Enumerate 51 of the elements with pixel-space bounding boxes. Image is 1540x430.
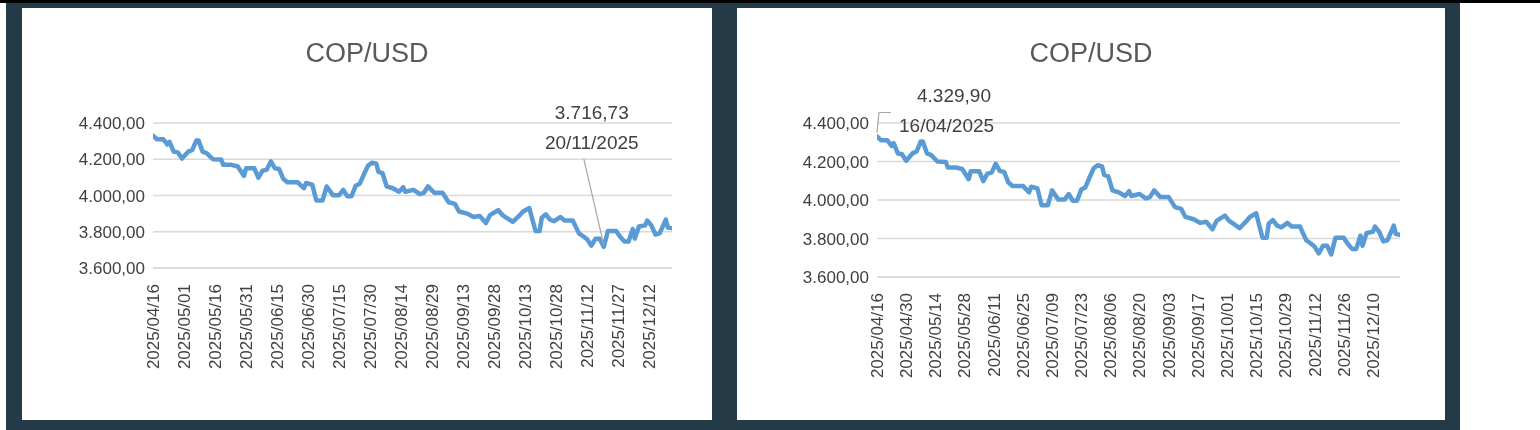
x-tick-label: 2025/08/20 [1130, 293, 1150, 379]
x-tick-label: 2025/11/12 [578, 284, 598, 368]
x-tick-label: 2025/06/25 [1013, 293, 1033, 379]
x-tick-label: 2025/08/29 [423, 284, 443, 370]
x-tick-label: 2025/12/10 [1363, 293, 1383, 379]
y-tick-label: 4.400,00 [78, 114, 145, 134]
y-tick-label: 3.800,00 [802, 229, 869, 249]
x-tick-label: 2025/06/30 [299, 284, 319, 370]
x-tick-label: 2025/11/27 [609, 284, 629, 368]
line-series [877, 134, 1400, 257]
x-tick-label: 2025/07/15 [330, 284, 350, 370]
y-tick-label: 3.800,00 [78, 222, 145, 242]
chart-title: COP/USD [304, 38, 430, 69]
y-tick-label: 3.600,00 [802, 268, 869, 288]
x-tick-label: 2025/04/16 [143, 284, 163, 370]
y-tick-label: 4.200,00 [802, 152, 869, 172]
x-tick-label: 2025/04/16 [867, 293, 887, 379]
x-tick-label: 2025/05/14 [926, 293, 946, 379]
x-tick-label: 2025/05/16 [205, 284, 225, 370]
y-tick-label: 4.000,00 [802, 191, 869, 211]
x-tick-label: 2025/05/31 [237, 284, 256, 370]
x-tick-label: 2025/05/01 [174, 284, 194, 370]
x-tick-label: 2025/10/13 [516, 284, 536, 370]
x-tick-label: 2025/09/13 [454, 284, 474, 370]
x-tick-label: 2025/11/26 [1334, 293, 1354, 377]
y-tick-label: 3.600,00 [78, 259, 145, 279]
x-tick-label: 2025/10/29 [1276, 293, 1296, 379]
annotation: 3.716,73 20/11/2025 [544, 101, 639, 153]
x-tick-label: 2025/07/23 [1072, 293, 1092, 379]
x-tick-label: 2025/09/03 [1159, 293, 1179, 379]
x-tick-label: 2025/04/30 [897, 293, 917, 379]
y-tick-label: 4.200,00 [78, 150, 145, 170]
y-tick-label: 4.400,00 [802, 114, 869, 134]
line-series [153, 133, 672, 250]
x-tick-label: 2025/11/12 [1305, 293, 1325, 377]
chart-title: COP/USD [1028, 38, 1154, 69]
x-tick-label: 2025/05/28 [955, 293, 975, 379]
annotation: 4.329,90 16/04/2025 [899, 85, 995, 137]
x-tick-label: 2025/08/14 [392, 284, 412, 370]
x-tick-label: 2025/08/06 [1101, 293, 1121, 379]
y-tick-label: 4.000,00 [78, 186, 145, 206]
x-tick-label: 2025/07/09 [1042, 293, 1062, 379]
x-tick-label: 2025/06/11 [984, 293, 1004, 377]
x-tick-label: 2025/10/28 [547, 284, 567, 370]
x-tick-label: 2025/10/01 [1218, 293, 1238, 379]
x-tick-label: 2025/09/28 [485, 284, 505, 370]
x-tick-label: 2025/07/30 [361, 284, 381, 370]
x-tick-label: 2025/06/15 [268, 284, 288, 370]
x-tick-label: 2025/12/12 [640, 284, 660, 370]
x-tick-label: 2025/09/17 [1188, 293, 1208, 379]
x-tick-label: 2025/10/15 [1247, 293, 1267, 379]
